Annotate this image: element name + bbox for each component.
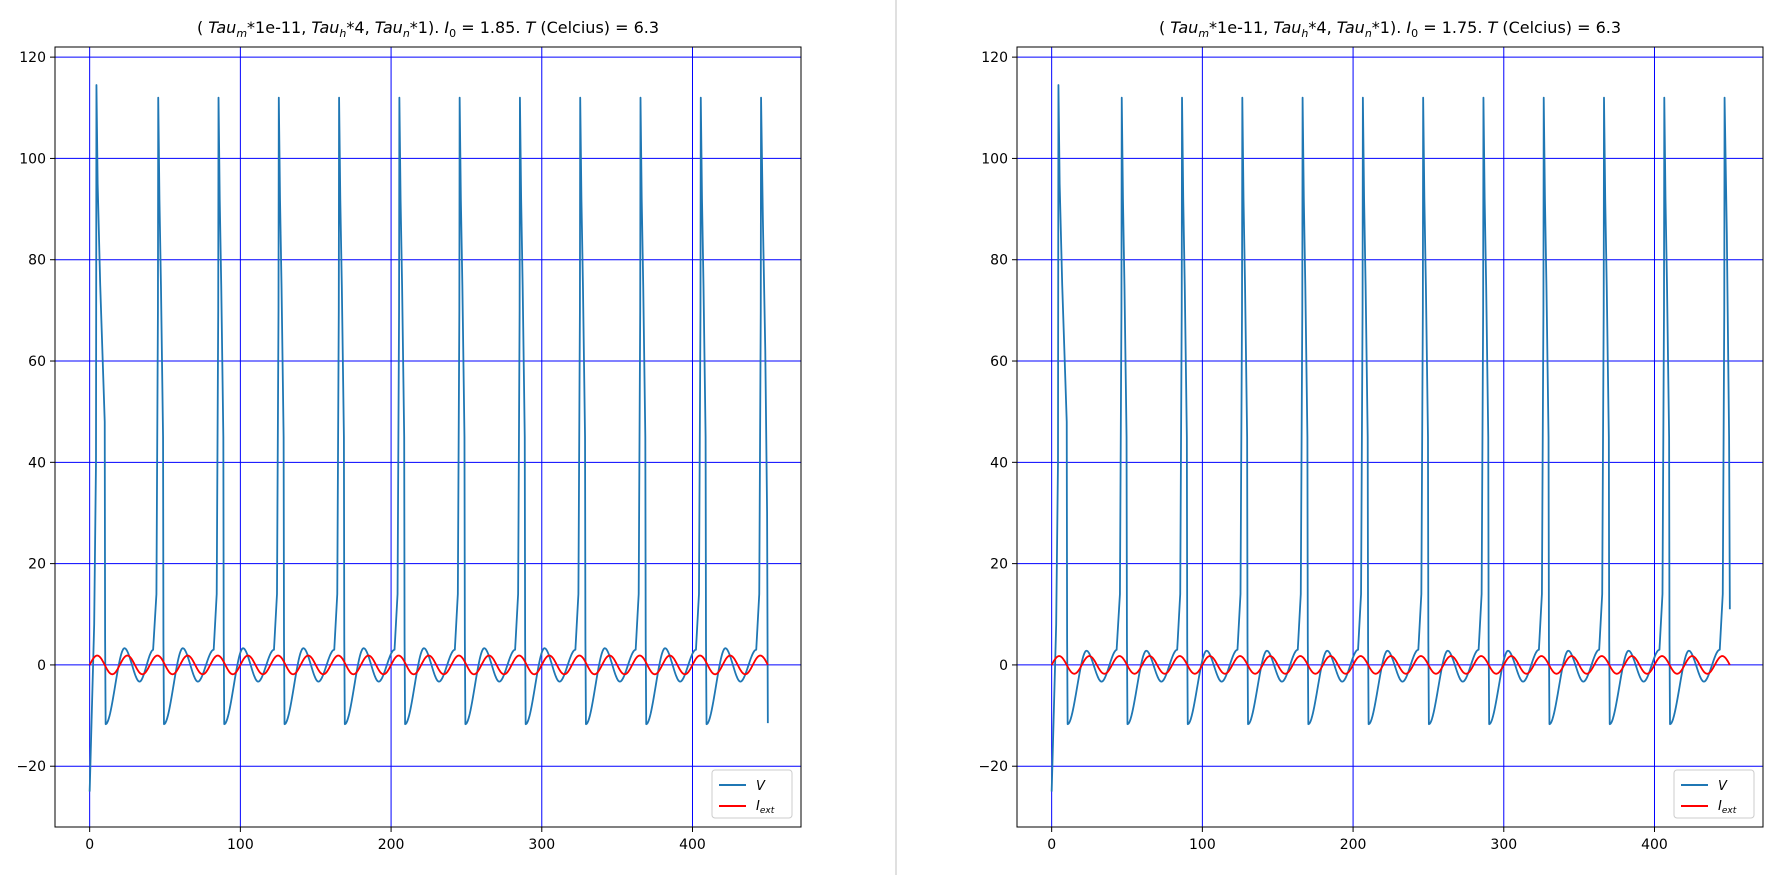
y-tick-label: 80 [28, 253, 46, 269]
x-tick-label: 200 [1340, 837, 1367, 853]
chart-2: 0 100 200 300 400 −20 0 20 40 60 80 100 120 ( Taum*… [978, 18, 1764, 853]
chart-2-legend-label-iext: Iext [1718, 799, 1737, 816]
y-tick-label: 0 [37, 658, 46, 674]
y-tick-label: 0 [999, 658, 1008, 674]
x-tick-label: 100 [1189, 837, 1216, 853]
chart-2-series-v-line [1050, 84, 1731, 792]
chart-1-y-axis: −20 0 20 40 60 80 100 120 [16, 50, 55, 775]
chart-1-legend: V Iext [711, 769, 793, 819]
chart-1-plot-area [88, 84, 769, 792]
chart-2-x-axis: 0 100 200 300 400 [1047, 827, 1668, 853]
chart-1-legend-label-iext: Iext [756, 799, 775, 816]
chart-2-legend-box [1673, 769, 1755, 819]
x-tick-label: 100 [227, 837, 254, 853]
x-tick-label: 0 [85, 837, 94, 853]
chart-2-title: ( Taum*1e-11, Tauh*4, Taun*1). I0 = 1.75… [1159, 18, 1621, 40]
chart-2-plot-area [1050, 84, 1731, 792]
chart-2-y-axis: −20 0 20 40 60 80 100 120 [978, 50, 1017, 775]
chart-1-series-v-line [88, 84, 769, 792]
y-tick-label: 60 [28, 354, 46, 370]
y-tick-label: 120 [981, 50, 1008, 66]
chart-1-series-iext-line [88, 654, 769, 676]
y-tick-label: 100 [19, 151, 46, 167]
y-tick-label: −20 [16, 759, 46, 775]
y-tick-label: −20 [978, 759, 1008, 775]
chart-1-legend-label-v: V [756, 779, 766, 794]
x-tick-label: 300 [1490, 837, 1517, 853]
x-tick-label: 200 [378, 837, 405, 853]
chart-2-axes-frame [1016, 46, 1764, 828]
y-tick-label: 100 [981, 151, 1008, 167]
chart-1-grid [55, 47, 801, 827]
y-tick-label: 80 [990, 253, 1008, 269]
chart-1: 0 100 200 300 400 −20 0 20 40 60 80 100 120 ( Taum*… [16, 18, 802, 853]
y-tick-label: 60 [990, 354, 1008, 370]
chart-2-legend-label-v: V [1718, 779, 1728, 794]
x-tick-label: 400 [1641, 837, 1668, 853]
x-tick-label: 300 [528, 837, 555, 853]
y-tick-label: 120 [19, 50, 46, 66]
y-tick-label: 40 [990, 455, 1008, 471]
y-tick-label: 40 [28, 455, 46, 471]
y-tick-label: 20 [28, 557, 46, 573]
chart-1-axes-frame [54, 46, 802, 828]
chart-2-series-iext-line [1050, 655, 1731, 675]
chart-1-legend-box [711, 769, 793, 819]
x-tick-label: 0 [1047, 837, 1056, 853]
chart-2-legend: V Iext [1673, 769, 1755, 819]
chart-2-grid [1017, 47, 1763, 827]
x-tick-label: 400 [679, 837, 706, 853]
chart-1-x-axis: 0 100 200 300 400 [85, 827, 706, 853]
chart-1-title: ( Taum*1e-11, Tauh*4, Taun*1). I0 = 1.85… [197, 18, 659, 40]
y-tick-label: 20 [990, 557, 1008, 573]
